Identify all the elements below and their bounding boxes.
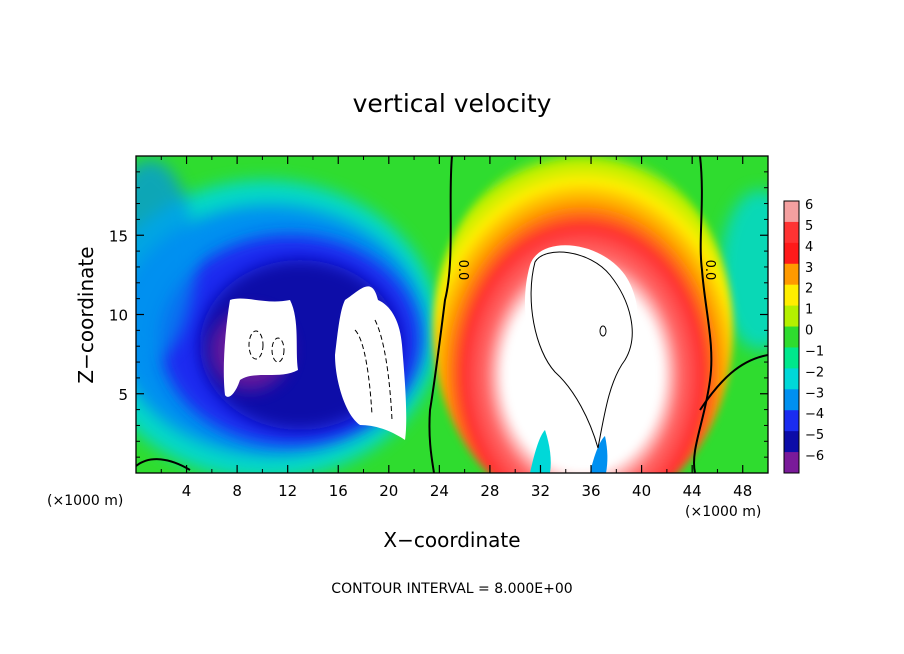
colorbar-swatch (784, 284, 799, 307)
colorbar-swatch (784, 305, 799, 328)
updraft-core-white (525, 245, 638, 440)
y-tick-label: 5 (118, 386, 128, 404)
base-streak-blue-1 (590, 436, 608, 473)
colorbar-swatch (784, 389, 799, 411)
colorbar-swatch (784, 452, 799, 474)
zero-contour-left (428, 156, 453, 473)
colorbar-swatch (784, 326, 799, 348)
colorbar-swatch (784, 431, 799, 453)
contour-interval-text: CONTOUR INTERVAL = 8.000E+00 (331, 581, 572, 597)
x-tick-label: 4 (182, 482, 192, 500)
colorbar-label: −1 (805, 344, 824, 359)
colorbar-swatch (784, 347, 799, 369)
downdraft-core-white-2 (335, 286, 407, 440)
colorbar-label: −5 (805, 428, 824, 443)
y-tick-label: 10 (109, 307, 128, 325)
base-streak-cyan-1 (530, 430, 551, 473)
x-tick-label: 40 (632, 482, 651, 500)
colorbar-swatch (784, 410, 799, 432)
colorbar-label: −2 (805, 365, 824, 380)
x-axis-label: X−coordinate (383, 528, 520, 552)
zero-contour-bottom-left (136, 458, 191, 471)
negative-contour-1 (248, 330, 264, 360)
zero-contour-right (693, 156, 713, 473)
x-tick-label: 24 (430, 482, 449, 500)
positive-contour-small (599, 325, 607, 337)
x-tick-label: 20 (379, 482, 398, 500)
colorbar-label: −4 (805, 407, 824, 422)
zero-label-right-group: 0.0 (702, 260, 717, 281)
x-tick-label: 28 (480, 482, 499, 500)
x-unit-right: (×1000 m) (685, 504, 761, 520)
left-edge-blue (136, 160, 195, 360)
chart-title: vertical velocity (353, 89, 552, 118)
y-axis: 5 10 15 (109, 171, 768, 458)
colorbar-label: 1 (805, 303, 813, 318)
x-axis: 4 8 12 16 20 24 28 32 36 40 44 48 (160, 156, 752, 500)
colorbar-label: −3 (805, 386, 824, 401)
zero-contour-right-branch (699, 354, 768, 411)
y-axis-label: Z−coordinate (74, 246, 98, 383)
colorbar-label: 2 (805, 282, 813, 297)
colorbar-label: 5 (805, 219, 813, 234)
negative-contour-3 (354, 319, 393, 421)
colorbar-frame (783, 200, 800, 474)
colorbar: 6 5 4 3 2 1 0 −1 −2 −3 −4 −5 −6 (783, 198, 824, 474)
colorbar-label: 3 (805, 261, 813, 276)
x-tick-label: 36 (581, 482, 600, 500)
x-tick-label: 48 (733, 482, 752, 500)
downdraft-core-white-1 (223, 298, 298, 397)
colorbar-label: 0 (805, 324, 813, 339)
colorbar-swatch (784, 221, 799, 244)
colorbar-label: 4 (805, 240, 813, 255)
zero-contour-label-2: 0.0 (702, 260, 717, 281)
x-tick-label: 32 (531, 482, 550, 500)
colorbar-swatch (784, 242, 799, 265)
x-tick-label: 16 (329, 482, 348, 500)
x-tick-label: 44 (683, 482, 702, 500)
zero-contour-label-1: 0.0 (455, 260, 470, 281)
colorbar-label: 6 (805, 198, 813, 213)
negative-contour-2 (271, 337, 285, 363)
y-axis-label-group: Z−coordinate (74, 246, 98, 383)
colorbar-swatch (784, 368, 799, 390)
y-tick-label: 15 (109, 227, 128, 245)
velocity-field (136, 156, 768, 473)
x-tick-label: 8 (232, 482, 242, 500)
colorbar-swatch (784, 263, 799, 286)
x-tick-label: 12 (278, 482, 297, 500)
positive-contour (530, 251, 633, 449)
colorbar-swatch (784, 201, 799, 223)
x-unit-left: (×1000 m) (47, 493, 123, 509)
zero-label-left-group: 0.0 (455, 260, 470, 281)
colorbar-label: −6 (805, 449, 824, 464)
